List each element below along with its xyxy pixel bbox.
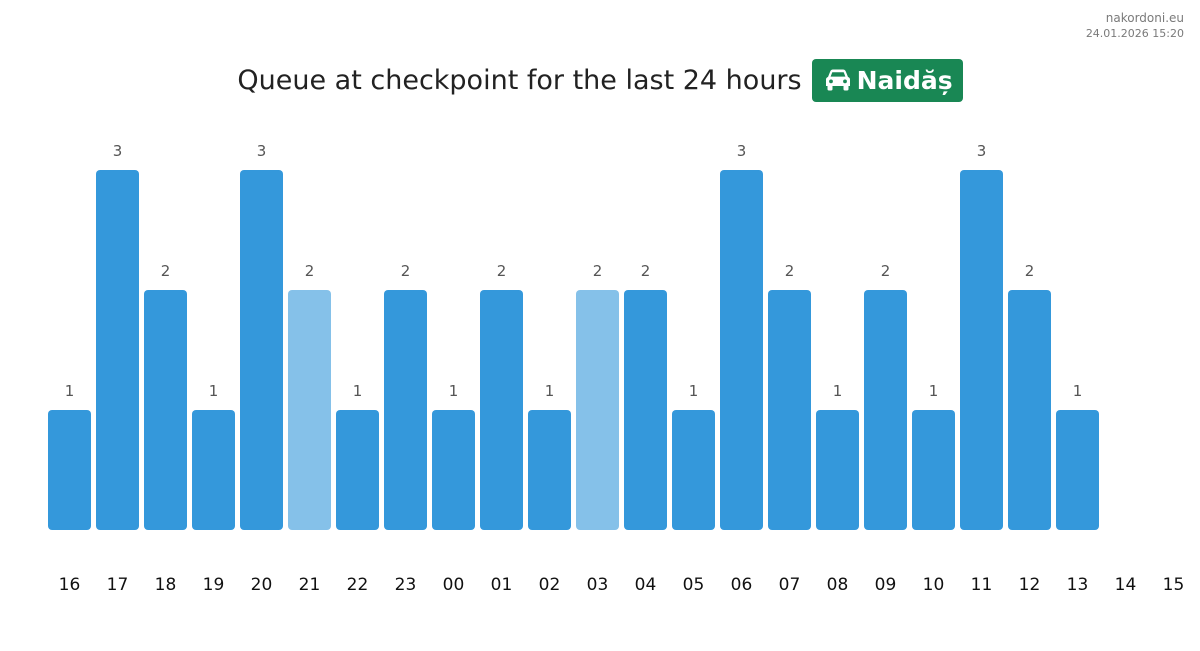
bar-07 <box>768 290 811 530</box>
chart-header: Queue at checkpoint for the last 24 hour… <box>0 58 1200 102</box>
bar-16 <box>48 410 91 530</box>
bar-13 <box>1056 410 1099 530</box>
value-label-05: 1 <box>689 382 699 400</box>
value-label-09: 2 <box>881 262 891 280</box>
x-tick-label: 15 <box>1163 575 1185 595</box>
value-label-04: 2 <box>641 262 651 280</box>
value-label-13: 1 <box>1073 382 1083 400</box>
x-tick-label: 04 <box>635 575 657 595</box>
bar-21 <box>288 290 331 530</box>
x-tick-label: 21 <box>299 575 321 595</box>
value-label-00: 1 <box>449 382 459 400</box>
value-label-19: 1 <box>209 382 219 400</box>
value-label-03: 2 <box>593 262 603 280</box>
value-label-17: 3 <box>113 142 123 160</box>
checkpoint-name: Naidăș <box>856 65 953 95</box>
brand-block: nakordoni.eu 24.01.2026 15:20 <box>1086 10 1184 42</box>
x-tick-label: 01 <box>491 575 513 595</box>
bar-05 <box>672 410 715 530</box>
bar-11 <box>960 170 1003 530</box>
value-label-06: 3 <box>737 142 747 160</box>
value-label-16: 1 <box>65 382 75 400</box>
bar-00 <box>432 410 475 530</box>
value-label-23: 2 <box>401 262 411 280</box>
x-tick-label: 07 <box>779 575 801 595</box>
bar-01 <box>480 290 523 530</box>
value-label-20: 3 <box>257 142 267 160</box>
value-label-01: 2 <box>497 262 507 280</box>
x-tick-label: 13 <box>1067 575 1089 595</box>
x-tick-label: 12 <box>1019 575 1041 595</box>
bar-06 <box>720 170 763 530</box>
value-label-10: 1 <box>929 382 939 400</box>
checkpoint-badge: Naidăș <box>811 58 963 102</box>
value-label-08: 1 <box>833 382 843 400</box>
x-tick-label: 06 <box>731 575 753 595</box>
value-label-02: 1 <box>545 382 555 400</box>
value-label-07: 2 <box>785 262 795 280</box>
value-label-18: 2 <box>161 262 171 280</box>
bar-22 <box>336 410 379 530</box>
brand-site: nakordoni.eu <box>1105 11 1184 25</box>
x-tick-label: 16 <box>59 575 81 595</box>
x-tick-label: 20 <box>251 575 273 595</box>
value-label-12: 2 <box>1025 262 1035 280</box>
bar-02 <box>528 410 571 530</box>
bar-17 <box>96 170 139 530</box>
x-tick-label: 23 <box>395 575 417 595</box>
x-tick-label: 00 <box>443 575 465 595</box>
x-tick-label: 08 <box>827 575 849 595</box>
x-tick-label: 19 <box>203 575 225 595</box>
x-tick-label: 02 <box>539 575 561 595</box>
x-tick-label: 14 <box>1115 575 1137 595</box>
x-tick-label: 05 <box>683 575 705 595</box>
bar-10 <box>912 410 955 530</box>
bar-12 <box>1008 290 1051 530</box>
chart-title: Queue at checkpoint for the last 24 hour… <box>237 64 802 96</box>
car-icon <box>825 69 850 91</box>
bar-19 <box>192 410 235 530</box>
x-tick-label: 18 <box>155 575 177 595</box>
bar-03 <box>576 290 619 530</box>
x-tick-label: 17 <box>107 575 129 595</box>
bar-08 <box>816 410 859 530</box>
bar-04 <box>624 290 667 530</box>
x-tick-label: 09 <box>875 575 897 595</box>
value-label-21: 2 <box>305 262 315 280</box>
value-label-22: 1 <box>353 382 363 400</box>
bar-20 <box>240 170 283 530</box>
bar-23 <box>384 290 427 530</box>
brand-timestamp: 24.01.2026 15:20 <box>1085 27 1184 40</box>
x-tick-label: 03 <box>587 575 609 595</box>
value-label-11: 3 <box>977 142 987 160</box>
bar-09 <box>864 290 907 530</box>
x-tick-label: 11 <box>971 575 993 595</box>
x-tick-label: 10 <box>923 575 945 595</box>
bar-18 <box>144 290 187 530</box>
x-tick-label: 22 <box>347 575 369 595</box>
